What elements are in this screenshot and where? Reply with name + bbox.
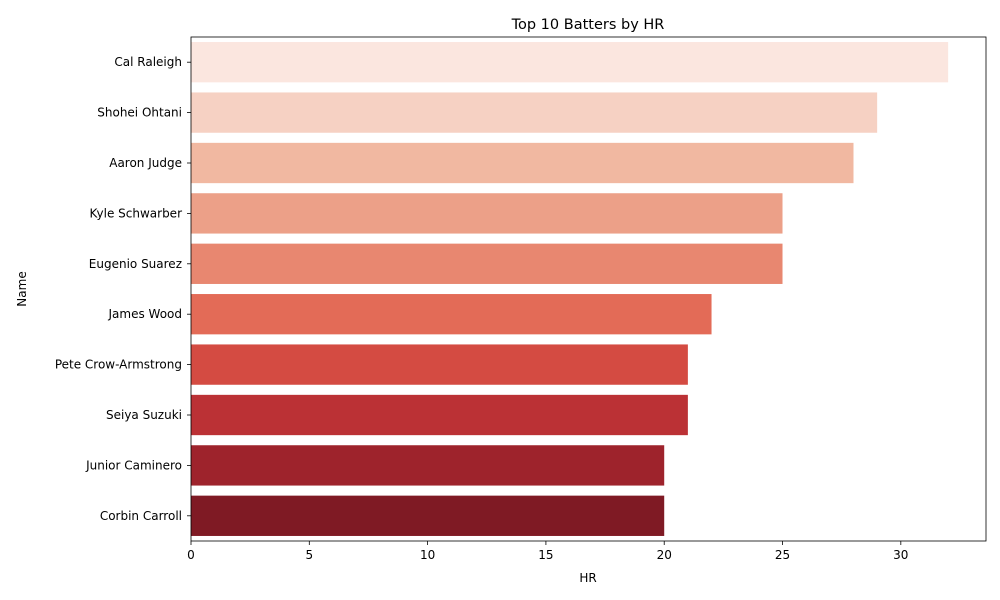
x-tick-label: 0 xyxy=(187,548,195,562)
x-tick-label: 20 xyxy=(657,548,672,562)
x-tick-label: 25 xyxy=(775,548,790,562)
x-tick-label: 15 xyxy=(538,548,553,562)
y-tick-label: Junior Caminero xyxy=(85,458,182,472)
bar-aaron-judge xyxy=(191,142,854,184)
bar-eugenio-suarez xyxy=(191,243,783,284)
x-tick-label: 30 xyxy=(893,548,908,562)
bar-pete-crow-armstrong xyxy=(191,344,688,385)
y-tick-label: James Wood xyxy=(108,307,183,321)
y-axis-label: Name xyxy=(15,271,29,306)
x-tick-label: 5 xyxy=(305,548,313,562)
bar-corbin-carroll xyxy=(191,495,665,536)
plot-frame xyxy=(190,36,987,542)
bar-seiya-suzuki xyxy=(191,394,688,436)
x-axis-ticks: 0 5 10 15 20 25 30 xyxy=(187,541,908,562)
y-tick-label: Shohei Ohtani xyxy=(97,106,182,120)
y-axis-ticks: Cal Raleigh Shohei Ohtani Aaron Judge Kyle … xyxy=(55,55,191,523)
y-tick-label: Pete Crow-Armstrong xyxy=(55,358,182,372)
bar-cal-raleigh xyxy=(191,42,949,83)
y-tick-label: Aaron Judge xyxy=(109,156,182,170)
y-tick-label: Eugenio Suarez xyxy=(89,257,182,271)
chart-title: Top 10 Batters by HR xyxy=(511,17,665,33)
y-tick-label: Kyle Schwarber xyxy=(90,206,183,220)
y-tick-label: Corbin Carroll xyxy=(100,509,182,523)
y-tick-label: Seiya Suzuki xyxy=(106,408,182,422)
x-tick-label: 10 xyxy=(420,548,435,562)
bars-group xyxy=(191,42,949,536)
axes-spines xyxy=(190,36,987,542)
bar-shohei-ohtani xyxy=(191,92,878,133)
y-tick-label: Cal Raleigh xyxy=(114,55,182,69)
x-axis-label: HR xyxy=(579,571,596,585)
bar-junior-caminero xyxy=(191,445,665,486)
bar-james-wood xyxy=(191,294,712,335)
bar-kyle-schwarber xyxy=(191,193,783,234)
